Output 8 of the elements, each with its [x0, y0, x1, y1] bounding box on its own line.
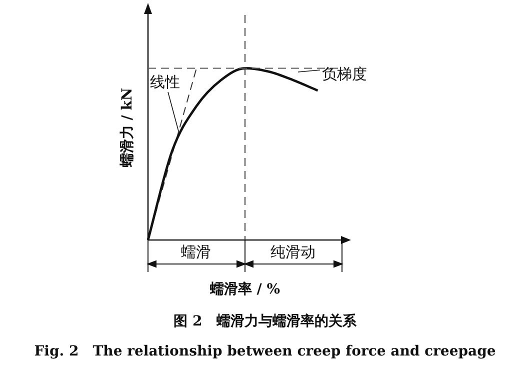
- y-axis-title: 蠕滑力 / kN: [120, 88, 136, 168]
- text: 图 2 蠕滑力与蠕滑率的关系: [174, 312, 358, 330]
- text: 纯滑动: [270, 242, 316, 261]
- annotation: 负梯度: [322, 64, 367, 83]
- text: 蠕滑: [181, 242, 211, 261]
- x-axis-title: 蠕滑率 / %: [208, 280, 280, 298]
- annotation: 线性: [150, 72, 180, 91]
- text: Fig. 2 The relationship between creep force and creepage: [34, 344, 496, 360]
